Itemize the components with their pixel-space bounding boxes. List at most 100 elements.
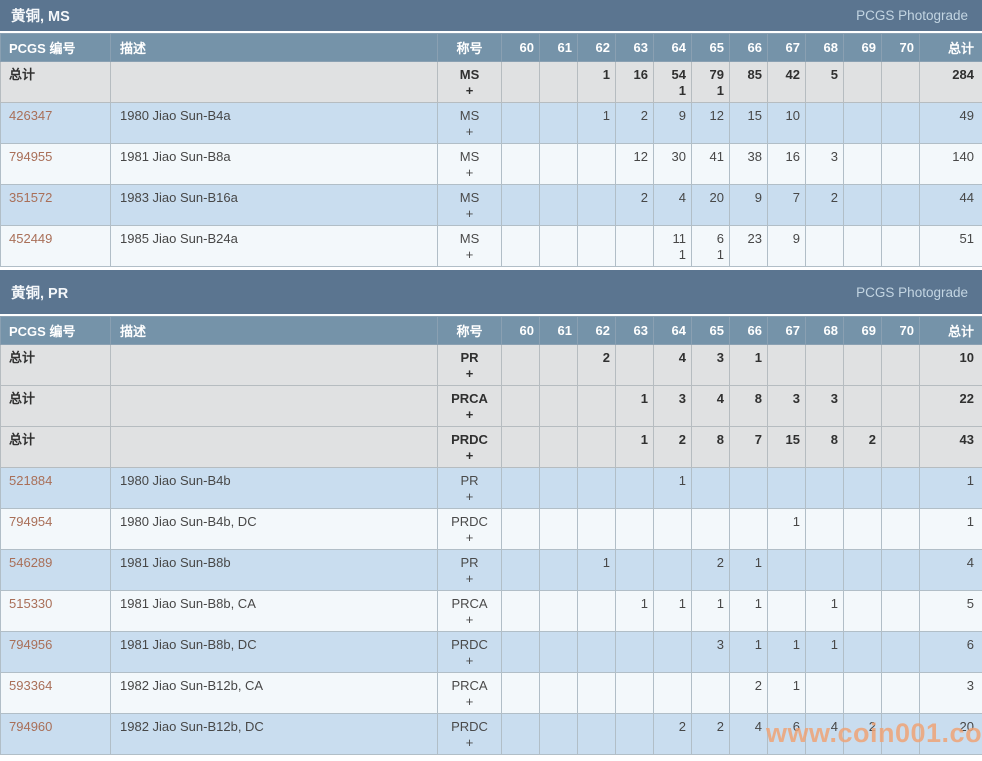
grade-61-cell [539,467,578,509]
table-row: 452449 1985 Jiao Sun-B24a MS +11 1 6 1 23 9 51 [0,225,982,267]
grade-count: 1 [792,678,800,693]
grade-count: 3 [792,391,800,406]
grade-60-cell [501,102,540,144]
coin-description: 1982 Jiao Sun-B12b, CA [110,672,438,714]
coin-description: 1981 Jiao Sun-B8b, CA [110,590,438,632]
col-header-grade-67: 67 [767,316,806,345]
coin-description: 1982 Jiao Sun-B12b, DC [110,713,438,755]
pcgs-number-link[interactable]: 794954 [9,514,53,529]
pcgs-number-link[interactable]: 794956 [9,637,53,652]
grade-69-cell [843,590,882,632]
col-header-grade-65: 65 [691,316,730,345]
grade-63-cell [615,508,654,550]
designation-plus: + [465,407,474,422]
col-header-grade-65: 65 [691,33,730,62]
col-header-grade-68: 68 [805,316,844,345]
col-header-grade-68: 68 [805,33,844,62]
grade-61-cell [539,61,578,103]
pcgs-number-link[interactable]: 521884 [9,473,53,488]
grade-64-cell: 2 [653,713,692,755]
section-header-brass-ms: 黄铜, MS PCGS Photograde [0,0,982,31]
grade-count: 6 [716,231,724,246]
grade-65-cell: 12 [691,102,730,144]
col-header-designation: 称号 [437,316,502,345]
designation-plus: + [465,612,474,627]
pcgs-number-link[interactable]: 794955 [9,149,53,164]
grade-65-cell: 4 [691,385,730,427]
grade-count: 8 [830,432,838,447]
grade-63-cell: 2 [615,184,654,226]
pcgs-number-link[interactable]: 452449 [9,231,53,246]
grade-66-cell: 8 [729,385,768,427]
grade-64-cell: 1 [653,467,692,509]
grade-61-cell [539,184,578,226]
coin-description [110,61,438,103]
grade-count: 1 [640,596,648,611]
grade-count: 3 [830,391,838,406]
grade-66-cell: 85 [729,61,768,103]
grade-65-cell [691,467,730,509]
grade-60-cell [501,631,540,673]
grade-66-cell: 15 [729,102,768,144]
section-title: 黄铜, PR [11,285,69,302]
designation: MS + [437,61,502,103]
photograde-link[interactable]: PCGS Photograde [856,8,968,23]
grade-count: 8 [716,432,724,447]
pcgs-number-link[interactable]: 593364 [9,678,53,693]
pcgs-number-link[interactable]: 426347 [9,108,53,123]
coin-description: 1980 Jiao Sun-B4b [110,467,438,509]
col-header-pcgs-number: PCGS 编号 [0,316,111,345]
section-brass-ms: 黄铜, MS PCGS Photograde PCGS 编号 描述 称号 60 61 62… [0,0,982,267]
grade-67-cell [767,549,806,591]
col-header-grade-70: 70 [881,33,920,62]
section-title: 黄铜, MS [11,9,70,25]
grade-65-cell: 8 [691,426,730,468]
grade-62-cell [577,184,616,226]
grade-69-cell [843,467,882,509]
grade-60-cell [501,61,540,103]
grade-67-cell [767,590,806,632]
designation: MS + [437,225,502,267]
designation-plus: + [465,571,474,586]
pcgs-number-link[interactable]: 794960 [9,719,53,734]
grade-count: 1 [602,108,610,123]
photograde-link[interactable]: PCGS Photograde [856,284,968,300]
designation-grade: MS [459,108,480,123]
coin-description [110,344,438,386]
grade-69-cell [843,61,882,103]
population-table-brass-ms: PCGS 编号 描述 称号 60 61 62 63 64 65 66 67 68 69 70 总计 总计 MS +… [0,33,982,267]
grade-60-cell [501,549,540,591]
grade-70-cell [881,631,920,673]
grade-64-cell: 54 1 [653,61,692,103]
col-header-grade-63: 63 [615,33,654,62]
grade-count: 1 [830,637,838,652]
grade-count: 1 [754,350,762,365]
grade-60-cell [501,467,540,509]
grade-61-cell [539,385,578,427]
designation: MS + [437,102,502,144]
col-header-grade-62: 62 [577,316,616,345]
pcgs-number-link[interactable]: 546289 [9,555,53,570]
pcgs-number-link[interactable]: 515330 [9,596,53,611]
row-total: 22 [919,385,982,427]
grade-62-cell: 1 [577,61,616,103]
grade-64-cell [653,672,692,714]
row-total: 4 [919,549,982,591]
pcgs-number-link[interactable]: 351572 [9,190,53,205]
grade-67-cell: 42 [767,61,806,103]
col-header-description: 描述 [110,316,438,345]
total-row: 总计 PR +2 4 3 1 10 [0,344,982,386]
grade-count: 15 [785,432,800,447]
grade-62-cell [577,385,616,427]
designation-plus: + [465,83,474,98]
col-header-description: 描述 [110,33,438,62]
grade-60-cell [501,184,540,226]
grade-70-cell [881,344,920,386]
grade-63-cell [615,549,654,591]
grade-62-cell [577,508,616,550]
coin-description: 1981 Jiao Sun-B8a [110,143,438,185]
grade-69-cell [843,344,882,386]
grade-count: 3 [716,637,724,652]
row-total: 1 [919,508,982,550]
grade-count: 3 [830,149,838,164]
